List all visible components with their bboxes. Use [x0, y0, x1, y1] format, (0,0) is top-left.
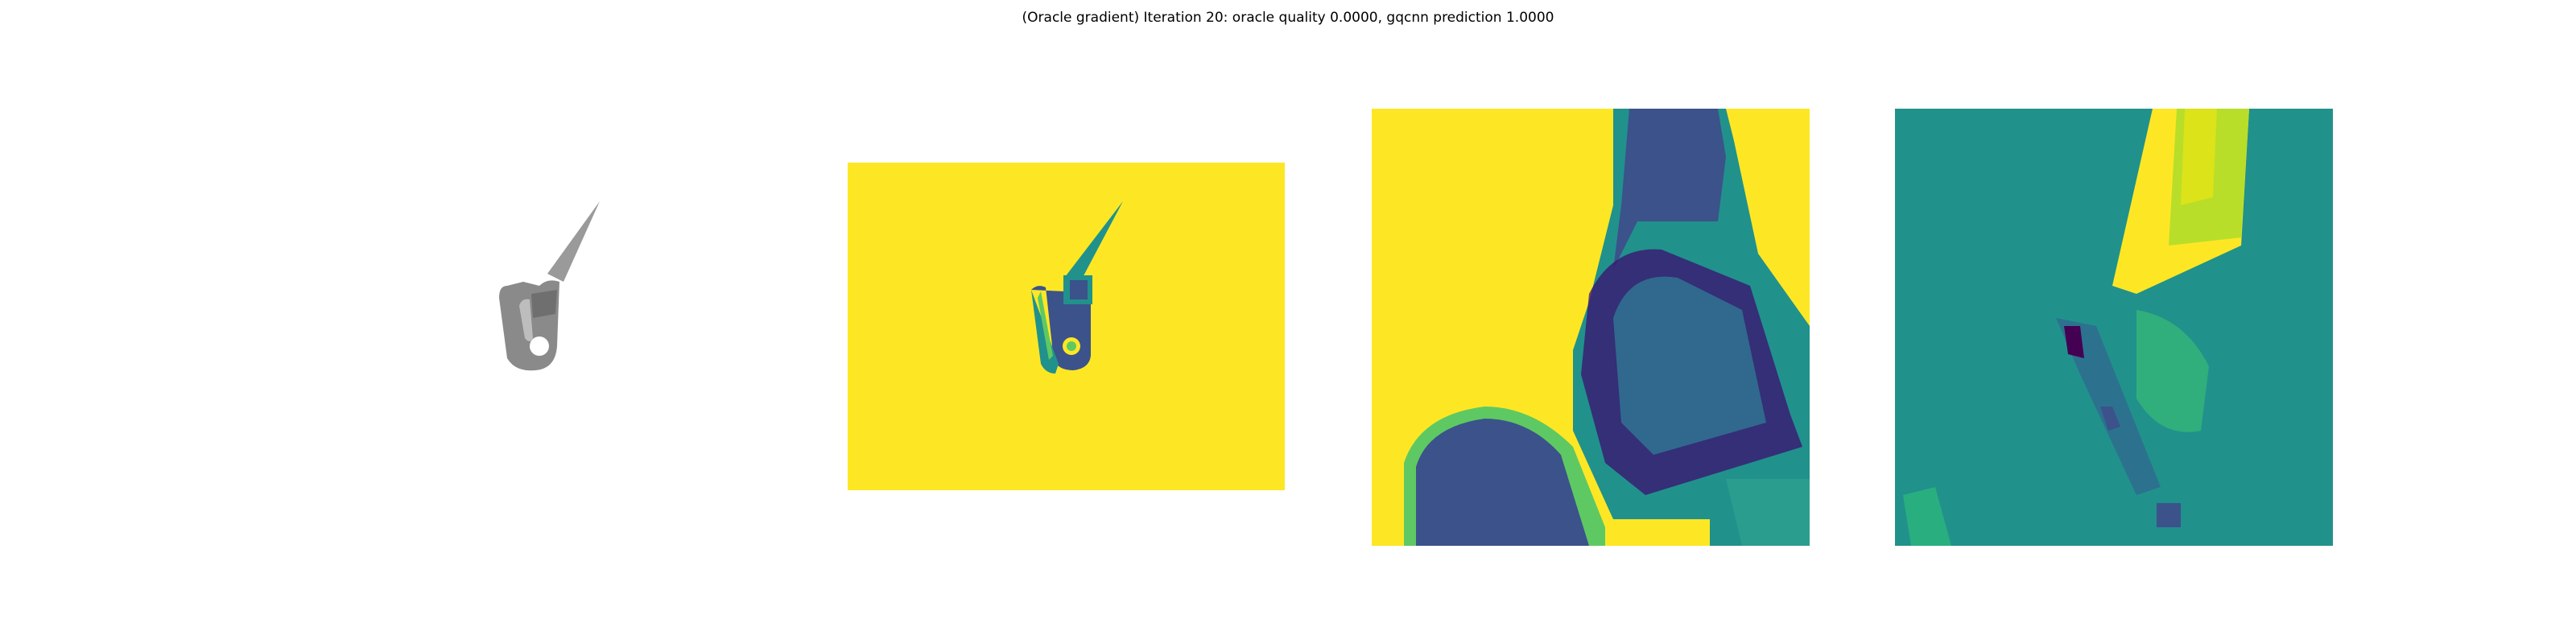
gradient-map-panel [1895, 109, 2333, 546]
depth-image [848, 163, 1285, 490]
gradient-map-image [1895, 109, 2333, 546]
rendered-object-image [499, 201, 600, 371]
depth-crop-image [1372, 109, 1810, 546]
depth-crop-panel [1372, 109, 1810, 546]
rendered-object-panel [451, 185, 644, 394]
figure-title: (Oracle gradient) Iteration 20: oracle q… [1022, 10, 1554, 26]
depth-image-panel [848, 163, 1285, 490]
